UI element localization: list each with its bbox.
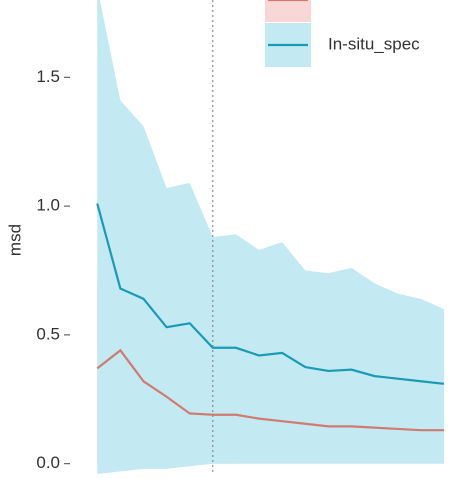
error-band [97, 0, 444, 474]
legend-label: In-situ_spec [328, 34, 420, 53]
legend-key [265, 0, 311, 22]
line [96, 203, 445, 385]
y-tick-label: 0.5 [36, 324, 60, 343]
y-tick-label: 1.0 [36, 196, 60, 215]
y-tick-label: 0.0 [36, 453, 60, 472]
y-axis-label: msd [5, 224, 24, 256]
legend: In-situ_spec [258, 0, 474, 72]
lines [96, 0, 445, 474]
line [96, 348, 444, 432]
y-tick-label: 1.5 [36, 67, 60, 86]
